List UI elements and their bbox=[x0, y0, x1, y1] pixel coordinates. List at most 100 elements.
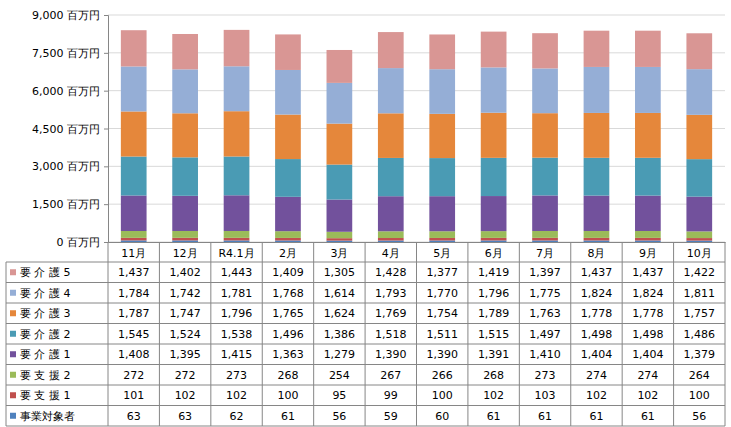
bar bbox=[275, 240, 301, 242]
bar bbox=[686, 69, 712, 115]
table-cell: 1,379 bbox=[684, 348, 716, 361]
tick: 4月 bbox=[382, 242, 400, 260]
bar bbox=[121, 231, 147, 238]
table-cell: 1,754 bbox=[426, 307, 458, 320]
table-row: 要 介 護 51,4371,4021,4431,4091,3051,4281,3… bbox=[10, 266, 715, 279]
bar bbox=[121, 238, 147, 241]
table-cell: 62 bbox=[230, 410, 244, 423]
bar bbox=[378, 158, 404, 196]
bar bbox=[584, 196, 610, 231]
bar bbox=[224, 66, 250, 111]
table-row: 要 介 護 31,7871,7471,7961,7651,6241,7691,7… bbox=[10, 307, 715, 320]
bar bbox=[532, 195, 558, 231]
table-line bbox=[725, 242, 726, 426]
table-cell: 1,763 bbox=[529, 307, 561, 320]
bar bbox=[172, 157, 198, 195]
table-cell: 102 bbox=[226, 389, 247, 402]
table-cell: 1,437 bbox=[581, 266, 613, 279]
table-line bbox=[570, 242, 571, 426]
tick-label: R4.1月 bbox=[218, 247, 254, 260]
table-cell: 1,769 bbox=[375, 307, 407, 320]
table-cell: 1,793 bbox=[375, 287, 407, 300]
table-cell: 1,787 bbox=[118, 307, 150, 320]
tick-label: 0 百万円 bbox=[57, 236, 101, 249]
table-cell: 61 bbox=[538, 410, 552, 423]
grid-line bbox=[108, 166, 725, 167]
table-cell: 1,757 bbox=[684, 307, 716, 320]
table-cell: 1,778 bbox=[581, 307, 613, 320]
tick-mark bbox=[104, 166, 108, 167]
table-cell: 60 bbox=[435, 410, 449, 423]
legend-label: 要 支 援 1 bbox=[20, 389, 71, 402]
table-cell: 1,422 bbox=[684, 266, 716, 279]
series bbox=[121, 66, 712, 123]
series bbox=[121, 30, 712, 83]
bar bbox=[481, 32, 507, 68]
table-cell: 274 bbox=[586, 369, 607, 382]
table-cell: 1,765 bbox=[272, 307, 304, 320]
legend-label: 要 介 護 3 bbox=[20, 307, 71, 320]
grid-line bbox=[108, 90, 725, 91]
tick: 6月 bbox=[485, 242, 503, 260]
table-cell: 63 bbox=[127, 410, 141, 423]
legend-label: 要 介 護 4 bbox=[20, 287, 71, 300]
table-cell: 1,408 bbox=[118, 348, 150, 361]
table-line bbox=[416, 242, 417, 426]
table-cell: 99 bbox=[384, 389, 398, 402]
table-cell: 1,402 bbox=[169, 266, 201, 279]
table-cell: 1,496 bbox=[272, 328, 304, 341]
bars bbox=[121, 30, 712, 242]
bar bbox=[429, 240, 455, 242]
table-line bbox=[108, 242, 109, 426]
bar bbox=[378, 241, 404, 242]
table-row: 事業対象者636362615659606161616156 bbox=[10, 410, 706, 423]
table-cell: 1,415 bbox=[221, 348, 253, 361]
table-row: 要 介 護 11,4081,3951,4151,3631,2791,3901,3… bbox=[10, 348, 715, 361]
bar bbox=[532, 158, 558, 196]
table-cell: 1,747 bbox=[169, 307, 201, 320]
table-cell: 1,624 bbox=[324, 307, 356, 320]
table-cell: 1,515 bbox=[478, 328, 510, 341]
bar bbox=[635, 231, 661, 238]
tick-label: 3,000 百万円 bbox=[32, 160, 100, 173]
tick-mark bbox=[104, 53, 108, 54]
tick-label: 1,500 百万円 bbox=[32, 198, 100, 211]
bar bbox=[121, 111, 147, 156]
table-cell: 1,742 bbox=[169, 287, 201, 300]
bar bbox=[224, 231, 250, 238]
table-cell: 61 bbox=[487, 410, 501, 423]
chart: 0 百万円1,500 百万円3,000 百万円4,500 百万円6,000 百万… bbox=[0, 0, 731, 427]
table-cell: 1,784 bbox=[118, 287, 150, 300]
table-cell: 56 bbox=[332, 410, 346, 423]
bar bbox=[635, 240, 661, 242]
tick-label: 2月 bbox=[279, 247, 297, 260]
tick: 5月 bbox=[433, 242, 451, 260]
legend-swatch bbox=[10, 331, 16, 337]
table-cell: 56 bbox=[692, 410, 706, 423]
table-cell: 1,279 bbox=[324, 348, 356, 361]
tick: 3月 bbox=[330, 242, 348, 260]
table-cell: 1,614 bbox=[324, 287, 356, 300]
table-line bbox=[313, 242, 314, 426]
table-cell: 1,781 bbox=[221, 287, 253, 300]
table-line bbox=[673, 242, 674, 426]
bar bbox=[275, 70, 301, 115]
tick: R4.1月 bbox=[218, 242, 254, 260]
table-cell: 1,498 bbox=[581, 328, 613, 341]
bar bbox=[224, 238, 250, 241]
bar bbox=[378, 32, 404, 68]
table-cell: 1,518 bbox=[375, 328, 407, 341]
bar bbox=[172, 196, 198, 231]
table-cell: 1,397 bbox=[529, 266, 561, 279]
legend-label: 要 介 護 5 bbox=[20, 266, 71, 279]
table-line bbox=[262, 242, 263, 426]
bar bbox=[686, 231, 712, 238]
bar bbox=[584, 231, 610, 238]
series bbox=[121, 231, 712, 238]
legend-label: 要 介 護 1 bbox=[20, 348, 71, 361]
bar bbox=[429, 34, 455, 69]
tick-label: 10月 bbox=[687, 247, 712, 260]
table-line bbox=[622, 242, 623, 426]
bar bbox=[224, 195, 250, 231]
bar bbox=[584, 113, 610, 158]
